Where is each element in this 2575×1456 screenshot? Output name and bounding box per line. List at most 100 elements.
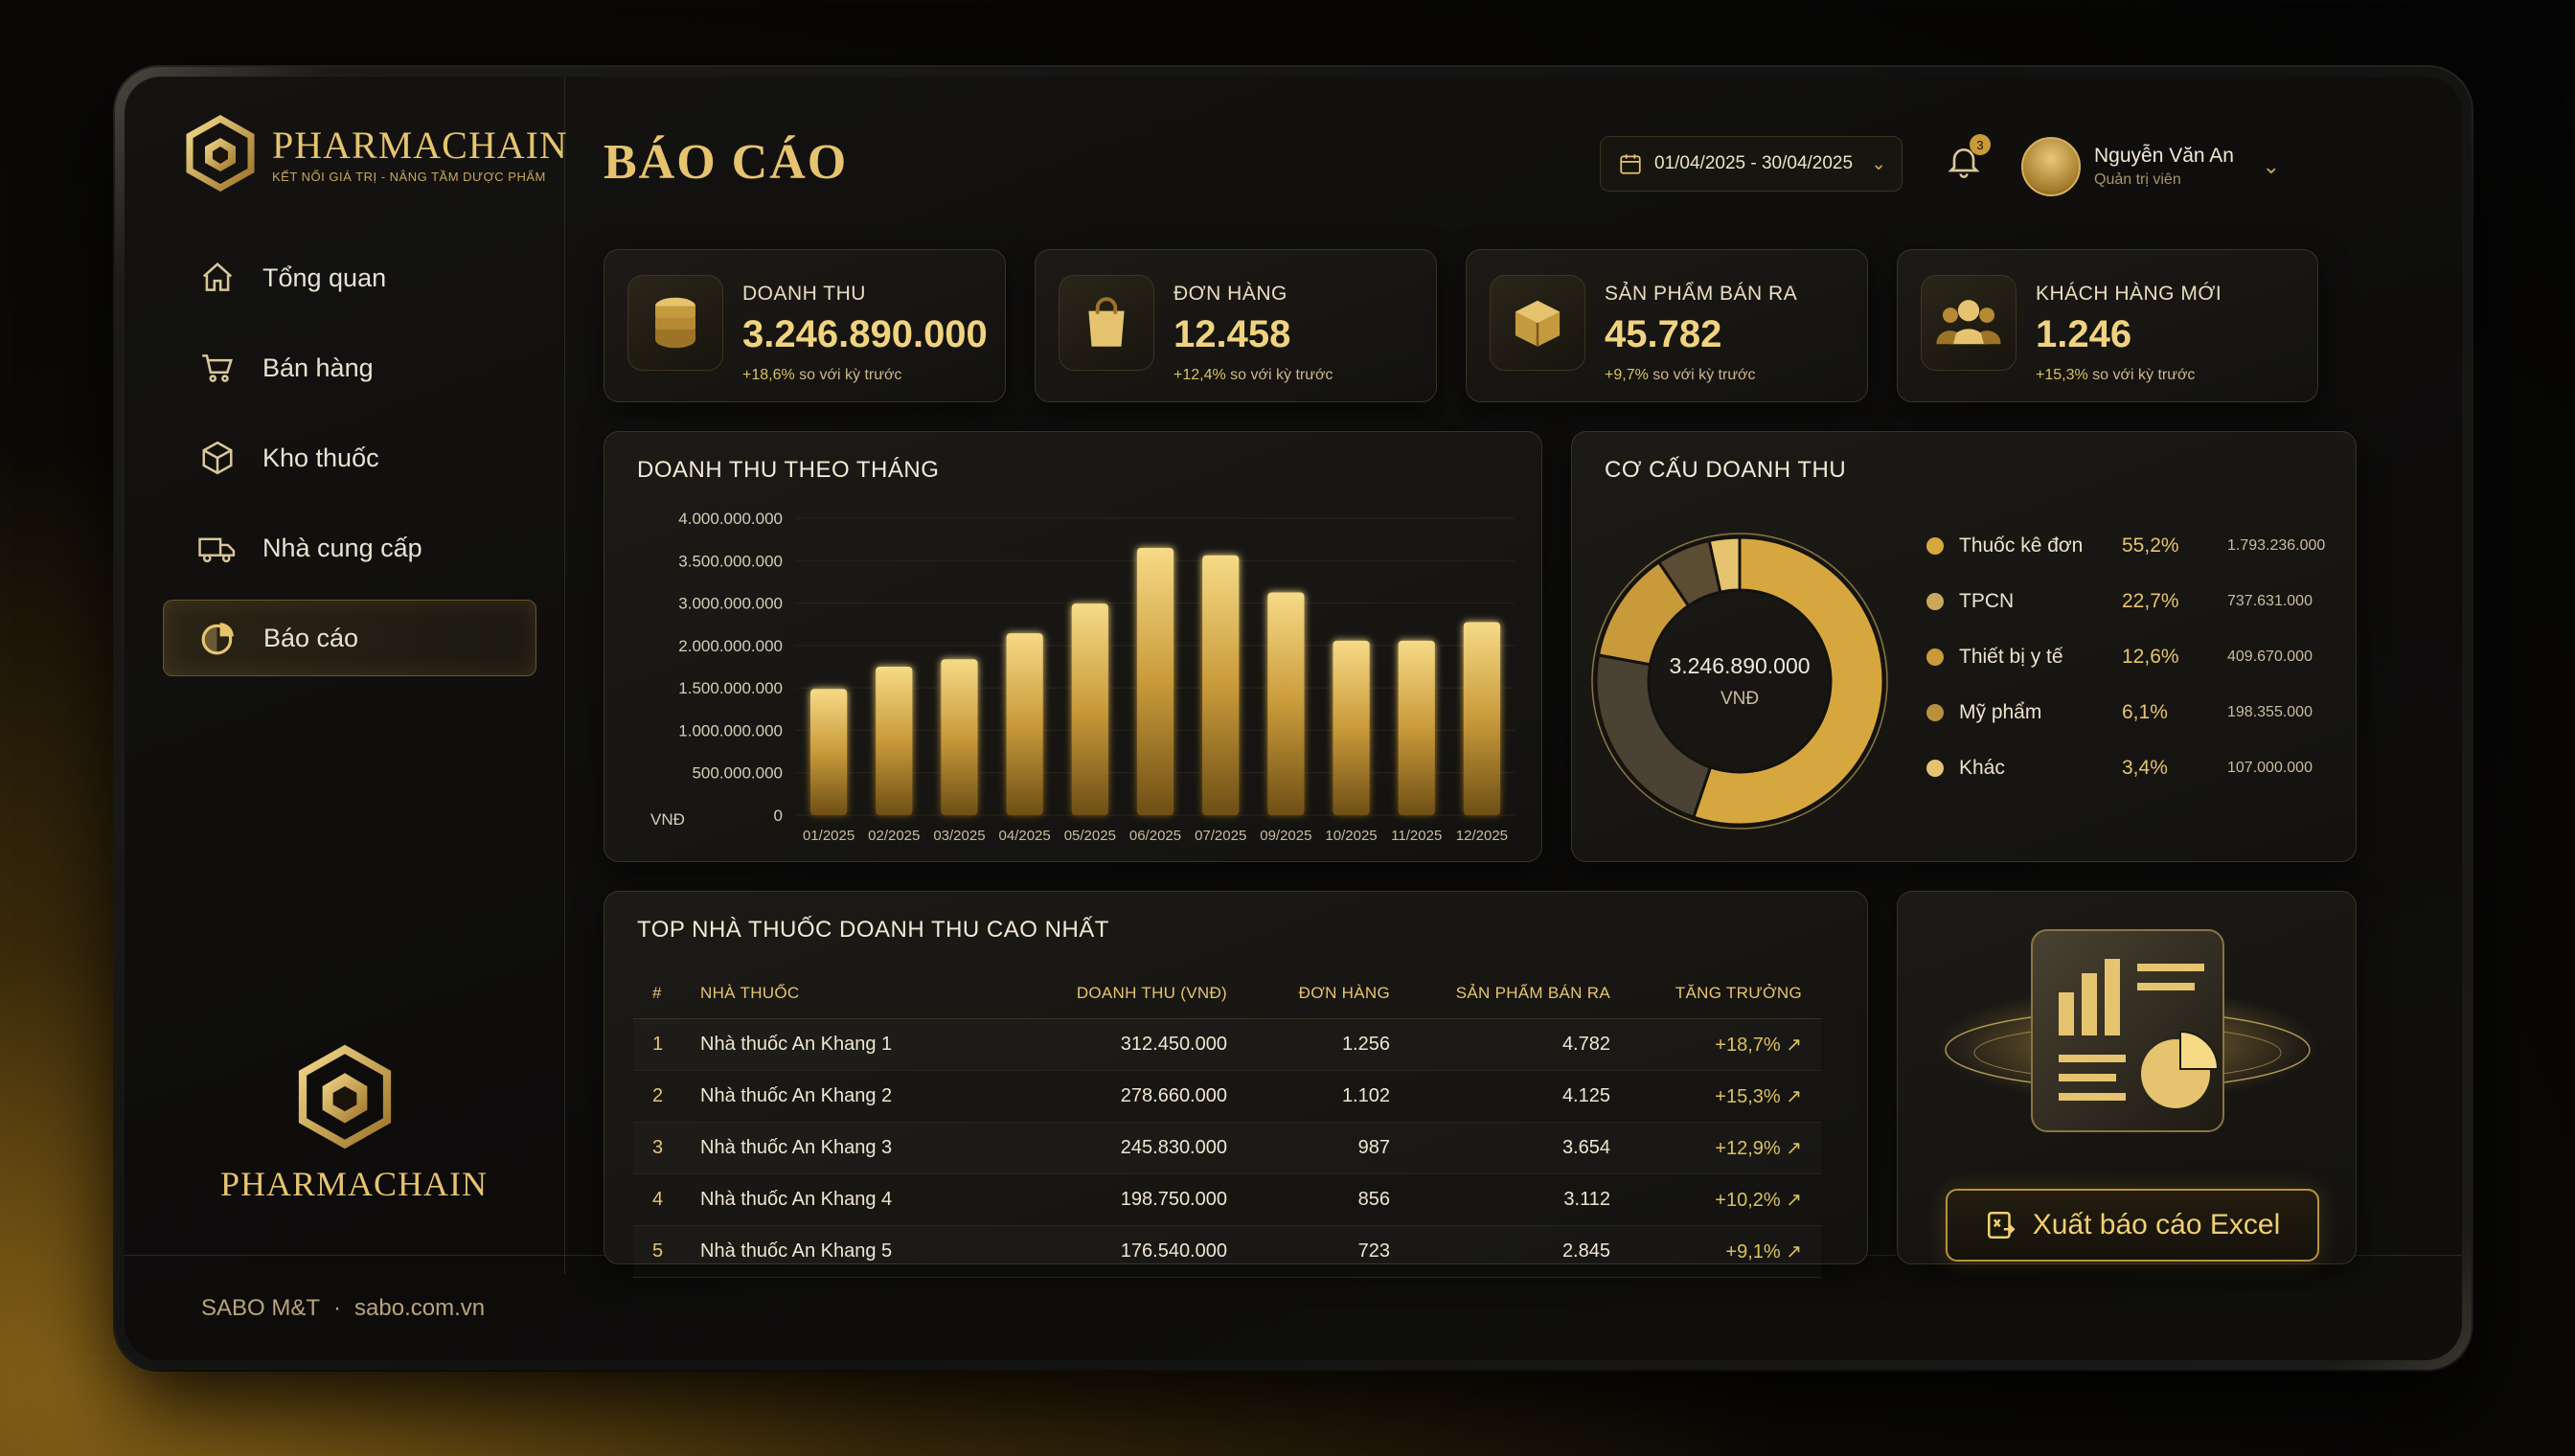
sidebar-item-inventory[interactable]: Kho thuốc xyxy=(163,420,536,496)
kpi-card-new-customers[interactable]: KHÁCH HÀNG MỚI 1.246 +15,3% so với kỳ tr… xyxy=(1897,249,2318,402)
revenue-chart-title: DOANH THU THEO THÁNG xyxy=(637,457,940,483)
bar[interactable] xyxy=(1006,633,1043,815)
bar[interactable] xyxy=(1463,622,1500,816)
bar[interactable] xyxy=(1136,548,1174,815)
donut-slice[interactable] xyxy=(1707,535,1742,594)
bar[interactable] xyxy=(1267,592,1305,816)
cell-growth: +15,3% ↗ xyxy=(1649,1070,1821,1123)
bar[interactable] xyxy=(1202,555,1240,815)
kpi-label: DOANH THU xyxy=(742,283,866,305)
col-growth[interactable]: TĂNG TRƯỞNG xyxy=(1649,968,1821,1019)
table-row[interactable]: 4 Nhà thuốc An Khang 4 198.750.000 856 3… xyxy=(633,1173,1821,1226)
bar[interactable] xyxy=(876,667,913,815)
date-range-value: 01/04/2025 - 30/04/2025 xyxy=(1654,153,1854,173)
bar[interactable] xyxy=(1398,640,1435,815)
cell-orders: 987 xyxy=(1265,1122,1428,1174)
legend-percent: 6,1% xyxy=(2122,701,2168,723)
kpi-card-orders[interactable]: ĐƠN HÀNG 12.458 +12,4% so với kỳ trước xyxy=(1035,249,1437,402)
y-axis-unit: VNĐ xyxy=(650,810,685,829)
kpi-delta: +15,3% so với kỳ trước xyxy=(2036,367,2195,384)
bar[interactable] xyxy=(1333,640,1370,815)
notification-button[interactable]: 3 xyxy=(1945,134,1991,184)
table-row[interactable]: 1 Nhà thuốc An Khang 1 312.450.000 1.256… xyxy=(633,1018,1821,1071)
donut-slice[interactable] xyxy=(1691,535,1885,827)
kpi-label: ĐƠN HÀNG xyxy=(1174,283,1288,305)
y-tick-label: 1.500.000.000 xyxy=(678,679,783,697)
legend-value: 1.793.236.000 xyxy=(2227,537,2326,554)
users-icon xyxy=(1921,275,2017,371)
kpi-delta-percent: +18,6% xyxy=(742,367,795,383)
sidebar-item-label: Bán hàng xyxy=(262,353,374,382)
legend-value: 198.355.000 xyxy=(2227,704,2313,720)
table-row[interactable]: 2 Nhà thuốc An Khang 2 278.660.000 1.102… xyxy=(633,1070,1821,1123)
cell-rank: 2 xyxy=(633,1070,700,1123)
bar[interactable] xyxy=(941,659,978,815)
legend-dot xyxy=(1926,760,1944,777)
kpi-delta: +12,4% so với kỳ trước xyxy=(1174,367,1333,384)
donut-slice[interactable] xyxy=(1594,653,1713,819)
kpi-delta-text: so với kỳ trước xyxy=(1652,367,1756,383)
sidebar-brand-name: PHARMACHAIN xyxy=(220,1165,489,1203)
kpi-card-products[interactable]: SẢN PHẨM BÁN RA 45.782 +9,7% so với kỳ t… xyxy=(1466,249,1868,402)
kpi-card-revenue[interactable]: DOANH THU 3.246.890.000 +18,6% so với kỳ… xyxy=(604,249,1006,402)
y-tick-label: 1.000.000.000 xyxy=(678,721,783,739)
sidebar-item-label: Tổng quan xyxy=(262,262,387,292)
shopping-bag-icon xyxy=(1059,275,1154,371)
top-pharmacies-title: TOP NHÀ THUỐC DOANH THU CAO NHẤT xyxy=(637,917,1109,943)
col-orders[interactable]: ĐƠN HÀNG xyxy=(1265,968,1428,1019)
col-revenue[interactable]: DOANH THU (VNĐ) xyxy=(1016,968,1265,1019)
sidebar-item-overview[interactable]: Tổng quan xyxy=(163,239,536,316)
cell-products: 4.782 xyxy=(1428,1018,1649,1071)
x-tick-label: 06/2025 xyxy=(1129,828,1181,844)
kpi-value: 45.782 xyxy=(1605,313,1722,355)
donut-legend: Thuốc kê đơn 55,2% 1.793.236.000 TPCN 22,7%… xyxy=(1926,518,2329,796)
cell-revenue: 245.830.000 xyxy=(1016,1122,1265,1174)
cell-orders: 723 xyxy=(1265,1225,1428,1278)
kpi-delta-text: so với kỳ trước xyxy=(2092,367,2196,383)
legend-dot xyxy=(1926,593,1944,610)
footer-website-link[interactable]: sabo.com.vn xyxy=(354,1294,486,1321)
cell-pharmacy: Nhà thuốc An Khang 1 xyxy=(700,1018,1016,1071)
date-range-picker[interactable]: 01/04/2025 - 30/04/2025 ⌄ xyxy=(1600,136,1903,192)
table-row[interactable]: 3 Nhà thuốc An Khang 3 245.830.000 987 3… xyxy=(633,1122,1821,1174)
legend-dot xyxy=(1926,704,1944,721)
col-pharmacy[interactable]: NHÀ THUỐC xyxy=(700,968,1016,1019)
export-excel-button[interactable]: Xuất báo cáo Excel xyxy=(1946,1189,2319,1262)
kpi-delta-percent: +9,7% xyxy=(1605,367,1649,383)
top-pharmacies-card: TOP NHÀ THUỐC DOANH THU CAO NHẤT # NHÀ T… xyxy=(604,891,1868,1278)
cell-revenue: 312.450.000 xyxy=(1016,1018,1265,1071)
kpi-value: 1.246 xyxy=(2036,313,2132,355)
cell-rank: 4 xyxy=(633,1173,700,1226)
sidebar-nav: Tổng quan Bán hàng Kho thuốc Nhà cung cấ… xyxy=(163,239,536,690)
cell-pharmacy: Nhà thuốc An Khang 2 xyxy=(700,1070,1016,1123)
sidebar-item-suppliers[interactable]: Nhà cung cấp xyxy=(163,510,536,586)
kpi-value: 3.246.890.000 xyxy=(742,313,988,355)
x-tick-label: 05/2025 xyxy=(1064,828,1116,844)
legend-dot xyxy=(1926,648,1944,666)
x-tick-label: 02/2025 xyxy=(868,828,920,844)
brand-tagline: KẾT NỐI GIÁ TRỊ - NÂNG TẦM DƯỢC PHẨM xyxy=(272,170,546,184)
user-menu[interactable]: Nguyễn Văn An Quản trị viên ⌄ xyxy=(2021,130,2280,203)
avatar xyxy=(2021,137,2081,196)
pie-chart-icon xyxy=(198,618,239,658)
sidebar-item-reports[interactable]: Báo cáo xyxy=(163,600,536,676)
main-content: BÁO CÁO 01/04/2025 - 30/04/2025 ⌄ 3 Nguy… xyxy=(565,77,2462,1278)
cell-rank: 5 xyxy=(633,1225,700,1278)
kpi-delta-text: so với kỳ trước xyxy=(799,367,902,383)
kpi-delta-text: so với kỳ trước xyxy=(1230,367,1333,383)
user-role: Quản trị viên xyxy=(2094,171,2181,188)
bar[interactable] xyxy=(1071,603,1108,815)
bar[interactable] xyxy=(810,689,848,815)
cell-orders: 856 xyxy=(1265,1173,1428,1226)
sidebar: PHARMACHAIN KẾT NỐI GIÁ TRỊ - NÂNG TẦM D… xyxy=(125,77,568,1274)
table-row[interactable]: 5 Nhà thuốc An Khang 5 176.540.000 723 2… xyxy=(633,1225,1821,1278)
revenue-mix-title: CƠ CẤU DOANH THU xyxy=(1605,457,1847,483)
legend-name: Khác xyxy=(1959,757,2005,779)
col-products[interactable]: SẢN PHẨM BÁN RA xyxy=(1428,968,1649,1019)
cart-icon xyxy=(197,348,238,388)
brand-header[interactable]: PHARMACHAIN KẾT NỐI GIÁ TRỊ - NÂNG TẦM D… xyxy=(182,115,568,192)
sidebar-item-sales[interactable]: Bán hàng xyxy=(163,330,536,406)
user-name: Nguyễn Văn An xyxy=(2094,145,2234,167)
legend-item: Thiết bị y tế 12,6% 409.670.000 xyxy=(1926,629,2329,685)
col-rank[interactable]: # xyxy=(633,968,700,1019)
